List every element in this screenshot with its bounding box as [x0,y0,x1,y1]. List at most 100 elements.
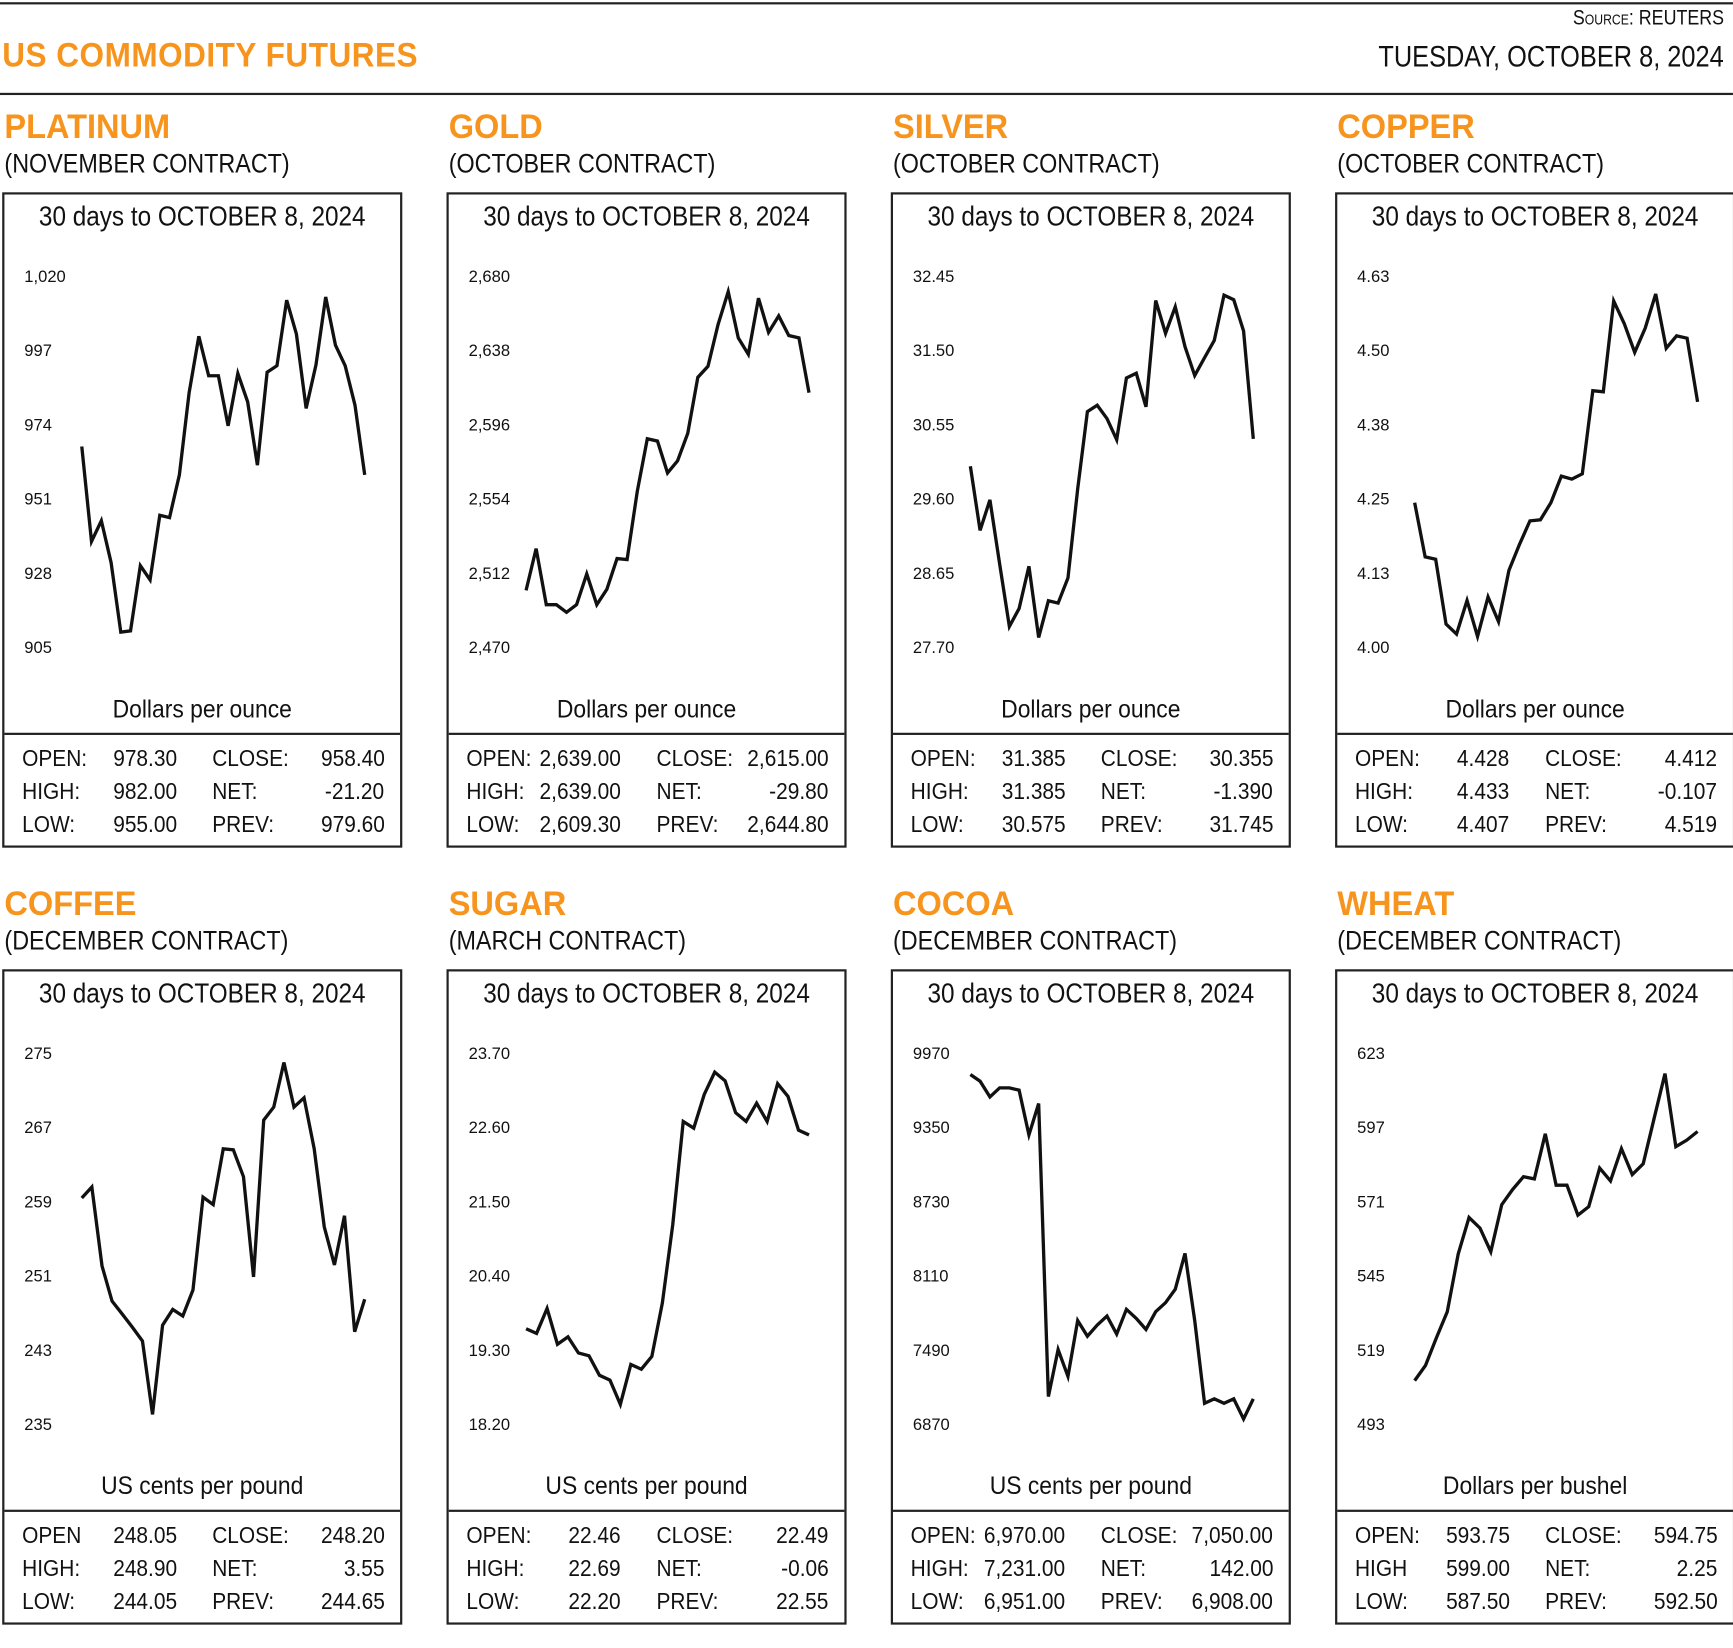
stats-divider [893,732,1289,735]
y-tick-label: 2,596 [469,415,510,434]
stats-row: LOW: 2,609.30 PREV: 2,644.80 [449,812,845,845]
y-tick-label: 31.50 [913,341,954,360]
y-tick-label: 4.38 [1357,415,1389,434]
price-line [968,292,1255,638]
contract-label: (DECEMBER CONTRACT) [4,926,289,956]
stats-divider [4,732,401,735]
stat-label: LOW: [1354,812,1408,838]
chart-box: 30 days to OCTOBER 8, 2024 23.70 22.60 21.5… [446,969,847,1625]
chart-box: 30 days to OCTOBER 8, 2024 275 267 259 251 24… [2,969,403,1625]
contract-label: (OCTOBER CONTRACT) [1337,149,1604,180]
unit-label: Dollars per ounce [556,694,737,723]
stat-value: 248.90 [112,1556,177,1582]
stat-label: CLOSE: [656,746,734,772]
stats-row: OPEN: 978.30 CLOSE: 958.40 [4,746,400,779]
line-chart-coffee: 275 267 259 251 243 235 [24,1044,367,1434]
y-tick-label: 7490 [913,1341,950,1360]
stat-label: HIGH: [466,1556,525,1582]
y-tick-label: 8110 [913,1267,949,1286]
y-tick-label: 267 [24,1118,52,1137]
page-title: US COMMODITY FUTURES [2,35,419,75]
chart-period: 30 days to OCTOBER 8, 2024 [1371,201,1699,233]
price-line [80,1062,367,1415]
stats-row: OPEN: 6,970.00 CLOSE: 7,050.00 [893,1523,1289,1556]
stat-value: 593.75 [1445,1522,1510,1549]
stat-value: 2,615.00 [747,746,829,772]
stat-label: PREV: [212,812,275,838]
stat-label: HIGH [1354,1556,1408,1582]
chart-box: 30 days to OCTOBER 8, 2024 1,020 997 974 951… [2,192,403,848]
stat-value: 2,639.00 [539,779,622,805]
stat-label: LOW: [466,812,520,838]
stat-label: OPEN: [1354,746,1420,772]
stat-label: CLOSE: [1545,1522,1622,1549]
stats-row: LOW: 22.20 PREV: 22.55 [449,1589,845,1622]
y-tick-label: 28.65 [913,564,954,583]
y-tick-label: 9350 [913,1118,950,1137]
stats-row: HIGH: 4.433 NET: -0.107 [1337,779,1733,812]
stat-value: 2.25 [1676,1556,1718,1582]
stat-value: 4.407 [1457,812,1510,838]
stat-value: 22.55 [776,1589,829,1615]
stat-value: 978.30 [112,746,177,772]
y-tick-label: 2,470 [469,638,510,657]
stat-label: HIGH: [22,1556,81,1582]
page-date: TUESDAY, OCTOBER 8, 2024 [1378,39,1725,73]
stat-value: 30.575 [1001,812,1066,838]
y-tick-label: 23.70 [469,1044,510,1063]
stat-value: 30.355 [1209,746,1274,772]
y-tick-label: 4.00 [1357,638,1389,657]
stat-value: 587.50 [1445,1589,1510,1615]
y-tick-label: 4.13 [1357,564,1389,583]
stat-label: CLOSE: [1100,746,1178,772]
stats-row: OPEN: 22.46 CLOSE: 22.49 [449,1523,845,1556]
y-tick-label: 27.70 [913,638,954,657]
stat-value: 599.00 [1445,1556,1510,1582]
stat-label: OPEN [22,1522,82,1549]
stat-label: NET: [1545,1556,1591,1582]
stat-label: LOW: [22,1589,76,1615]
header-rule [0,92,1733,96]
stat-label: LOW: [910,1589,964,1615]
chart-period: 30 days to OCTOBER 8, 2024 [483,978,810,1010]
chart-period: 30 days to OCTOBER 8, 2024 [1371,978,1699,1010]
stat-value: 4.428 [1457,746,1510,772]
price-line [524,285,811,615]
stat-label: OPEN: [466,1522,532,1549]
stat-label: NET: [656,1556,702,1582]
stat-value: 979.60 [320,812,385,838]
commodity-name: WHEAT [1337,884,1455,923]
stats-row: LOW: 244.05 PREV: 244.65 [4,1589,400,1622]
y-tick-label: 259 [24,1192,52,1211]
stat-label: LOW: [910,812,964,838]
price-line [525,1069,810,1410]
chart-box: 30 days to OCTOBER 8, 2024 623 597 571 545 51… [1335,969,1733,1625]
stat-value: 4.519 [1665,812,1718,838]
stat-value: 7,050.00 [1191,1522,1274,1549]
stat-label: CLOSE: [1545,746,1622,772]
stat-value: 244.65 [320,1589,385,1615]
stat-value: 31.745 [1209,812,1274,838]
unit-label: Dollars per bushel [1442,1471,1628,1500]
chart-period: 30 days to OCTOBER 8, 2024 [927,201,1255,233]
y-tick-label: 571 [1357,1192,1385,1211]
stat-label: OPEN: [466,746,532,772]
stats-divider [4,1509,401,1512]
y-tick-label: 928 [24,564,52,583]
stat-value: 592.50 [1653,1589,1718,1615]
y-tick-label: 30.55 [913,415,954,434]
stat-label: PREV: [212,1589,275,1615]
stat-label: OPEN: [910,746,976,772]
y-tick-label: 275 [24,1044,52,1063]
stats-row: LOW: 587.50 PREV: 592.50 [1337,1589,1733,1622]
stat-value: 958.40 [320,746,385,772]
stats-row: OPEN: 4.428 CLOSE: 4.412 [1337,746,1733,779]
stat-label: HIGH: [22,779,81,805]
stats-divider [1337,732,1733,735]
stats-row: HIGH: 22.69 NET: -0.06 [449,1556,845,1589]
y-tick-label: 18.20 [469,1415,510,1434]
stat-value: 31.385 [1001,746,1066,772]
top-rule [0,2,1733,5]
y-tick-label: 251 [24,1267,52,1286]
